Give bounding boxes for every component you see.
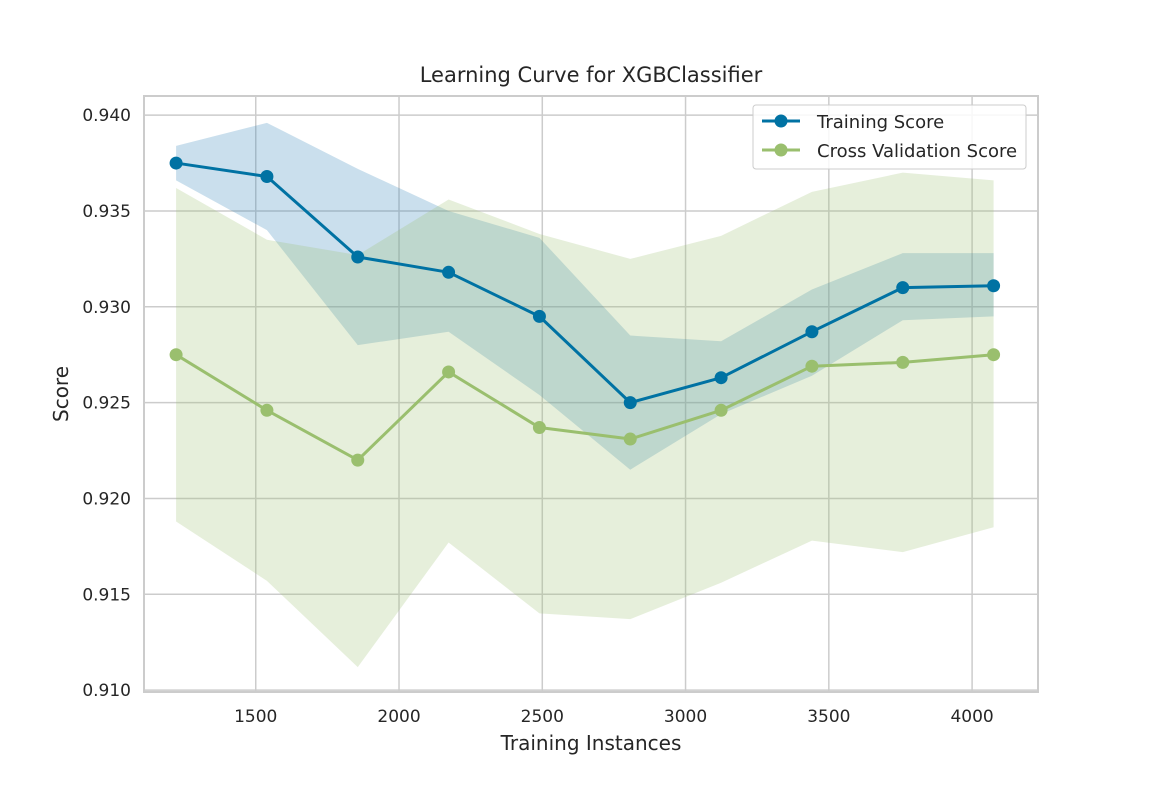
y-tick-label: 0.925 [82, 394, 131, 414]
training-score-band [176, 122, 994, 470]
y-tick-label: 0.935 [82, 202, 131, 222]
training-score-point [442, 265, 456, 279]
y-tick-label: 0.940 [82, 106, 131, 126]
training-score-point [260, 169, 274, 183]
training-score-point [896, 281, 910, 295]
chart-title: Learning Curve for XGBClassifier [420, 63, 763, 87]
cv-score-point [532, 421, 546, 435]
y-tick-label: 0.930 [82, 298, 131, 318]
y-tick-label: 0.920 [82, 489, 131, 509]
x-tick-label: 1500 [234, 707, 277, 727]
gridlines [144, 96, 1038, 692]
x-axis-label: Training Instances [500, 731, 682, 755]
x-tick-label: 2000 [377, 707, 420, 727]
cv-score-point [169, 348, 183, 362]
legend-training-label: Training Score [816, 112, 944, 133]
legend-cv-marker [774, 143, 788, 157]
cv-score-point [805, 359, 819, 373]
x-tick-label: 4000 [950, 707, 993, 727]
x-tick-label: 3000 [664, 707, 707, 727]
score-lines [175, 161, 994, 462]
x-tick-label: 2500 [521, 707, 564, 727]
y-tick-label: 0.910 [82, 681, 131, 701]
legend: Training Score Cross Validation Score [752, 104, 1027, 170]
training-score-line [175, 161, 994, 405]
cv-score-point [714, 403, 728, 417]
training-score-point [623, 396, 637, 410]
cv-score-point [351, 453, 365, 467]
plot-frame [143, 95, 1039, 693]
cv-score-point [623, 432, 637, 446]
training-score-point [987, 279, 1001, 293]
training-score-point [532, 309, 546, 323]
x-tick-label: 3500 [807, 707, 850, 727]
score-bands [176, 122, 994, 668]
training-score-point [805, 325, 819, 339]
cv-score-band [176, 172, 994, 668]
cv-score-point [442, 365, 456, 379]
y-tick-label: 0.915 [82, 585, 131, 605]
y-axis-ticks: 0.910 0.915 0.920 0.925 0.930 0.935 0.940 [82, 106, 131, 701]
cv-score-point [987, 348, 1001, 362]
training-score-point [351, 250, 365, 264]
cv-score-line [175, 353, 994, 462]
training-score-point [714, 371, 728, 385]
legend-box [752, 104, 1027, 170]
plot-area-background [144, 96, 1038, 692]
cv-score-point [896, 355, 910, 369]
cv-score-point [260, 403, 274, 417]
score-markers [169, 156, 1001, 467]
legend-training-marker [774, 114, 788, 128]
legend-cv-label: Cross Validation Score [817, 141, 1017, 162]
x-axis-ticks: 1500 2000 2500 3000 3500 4000 [234, 707, 994, 727]
y-axis-label: Score [49, 366, 73, 422]
training-score-point [169, 156, 183, 170]
